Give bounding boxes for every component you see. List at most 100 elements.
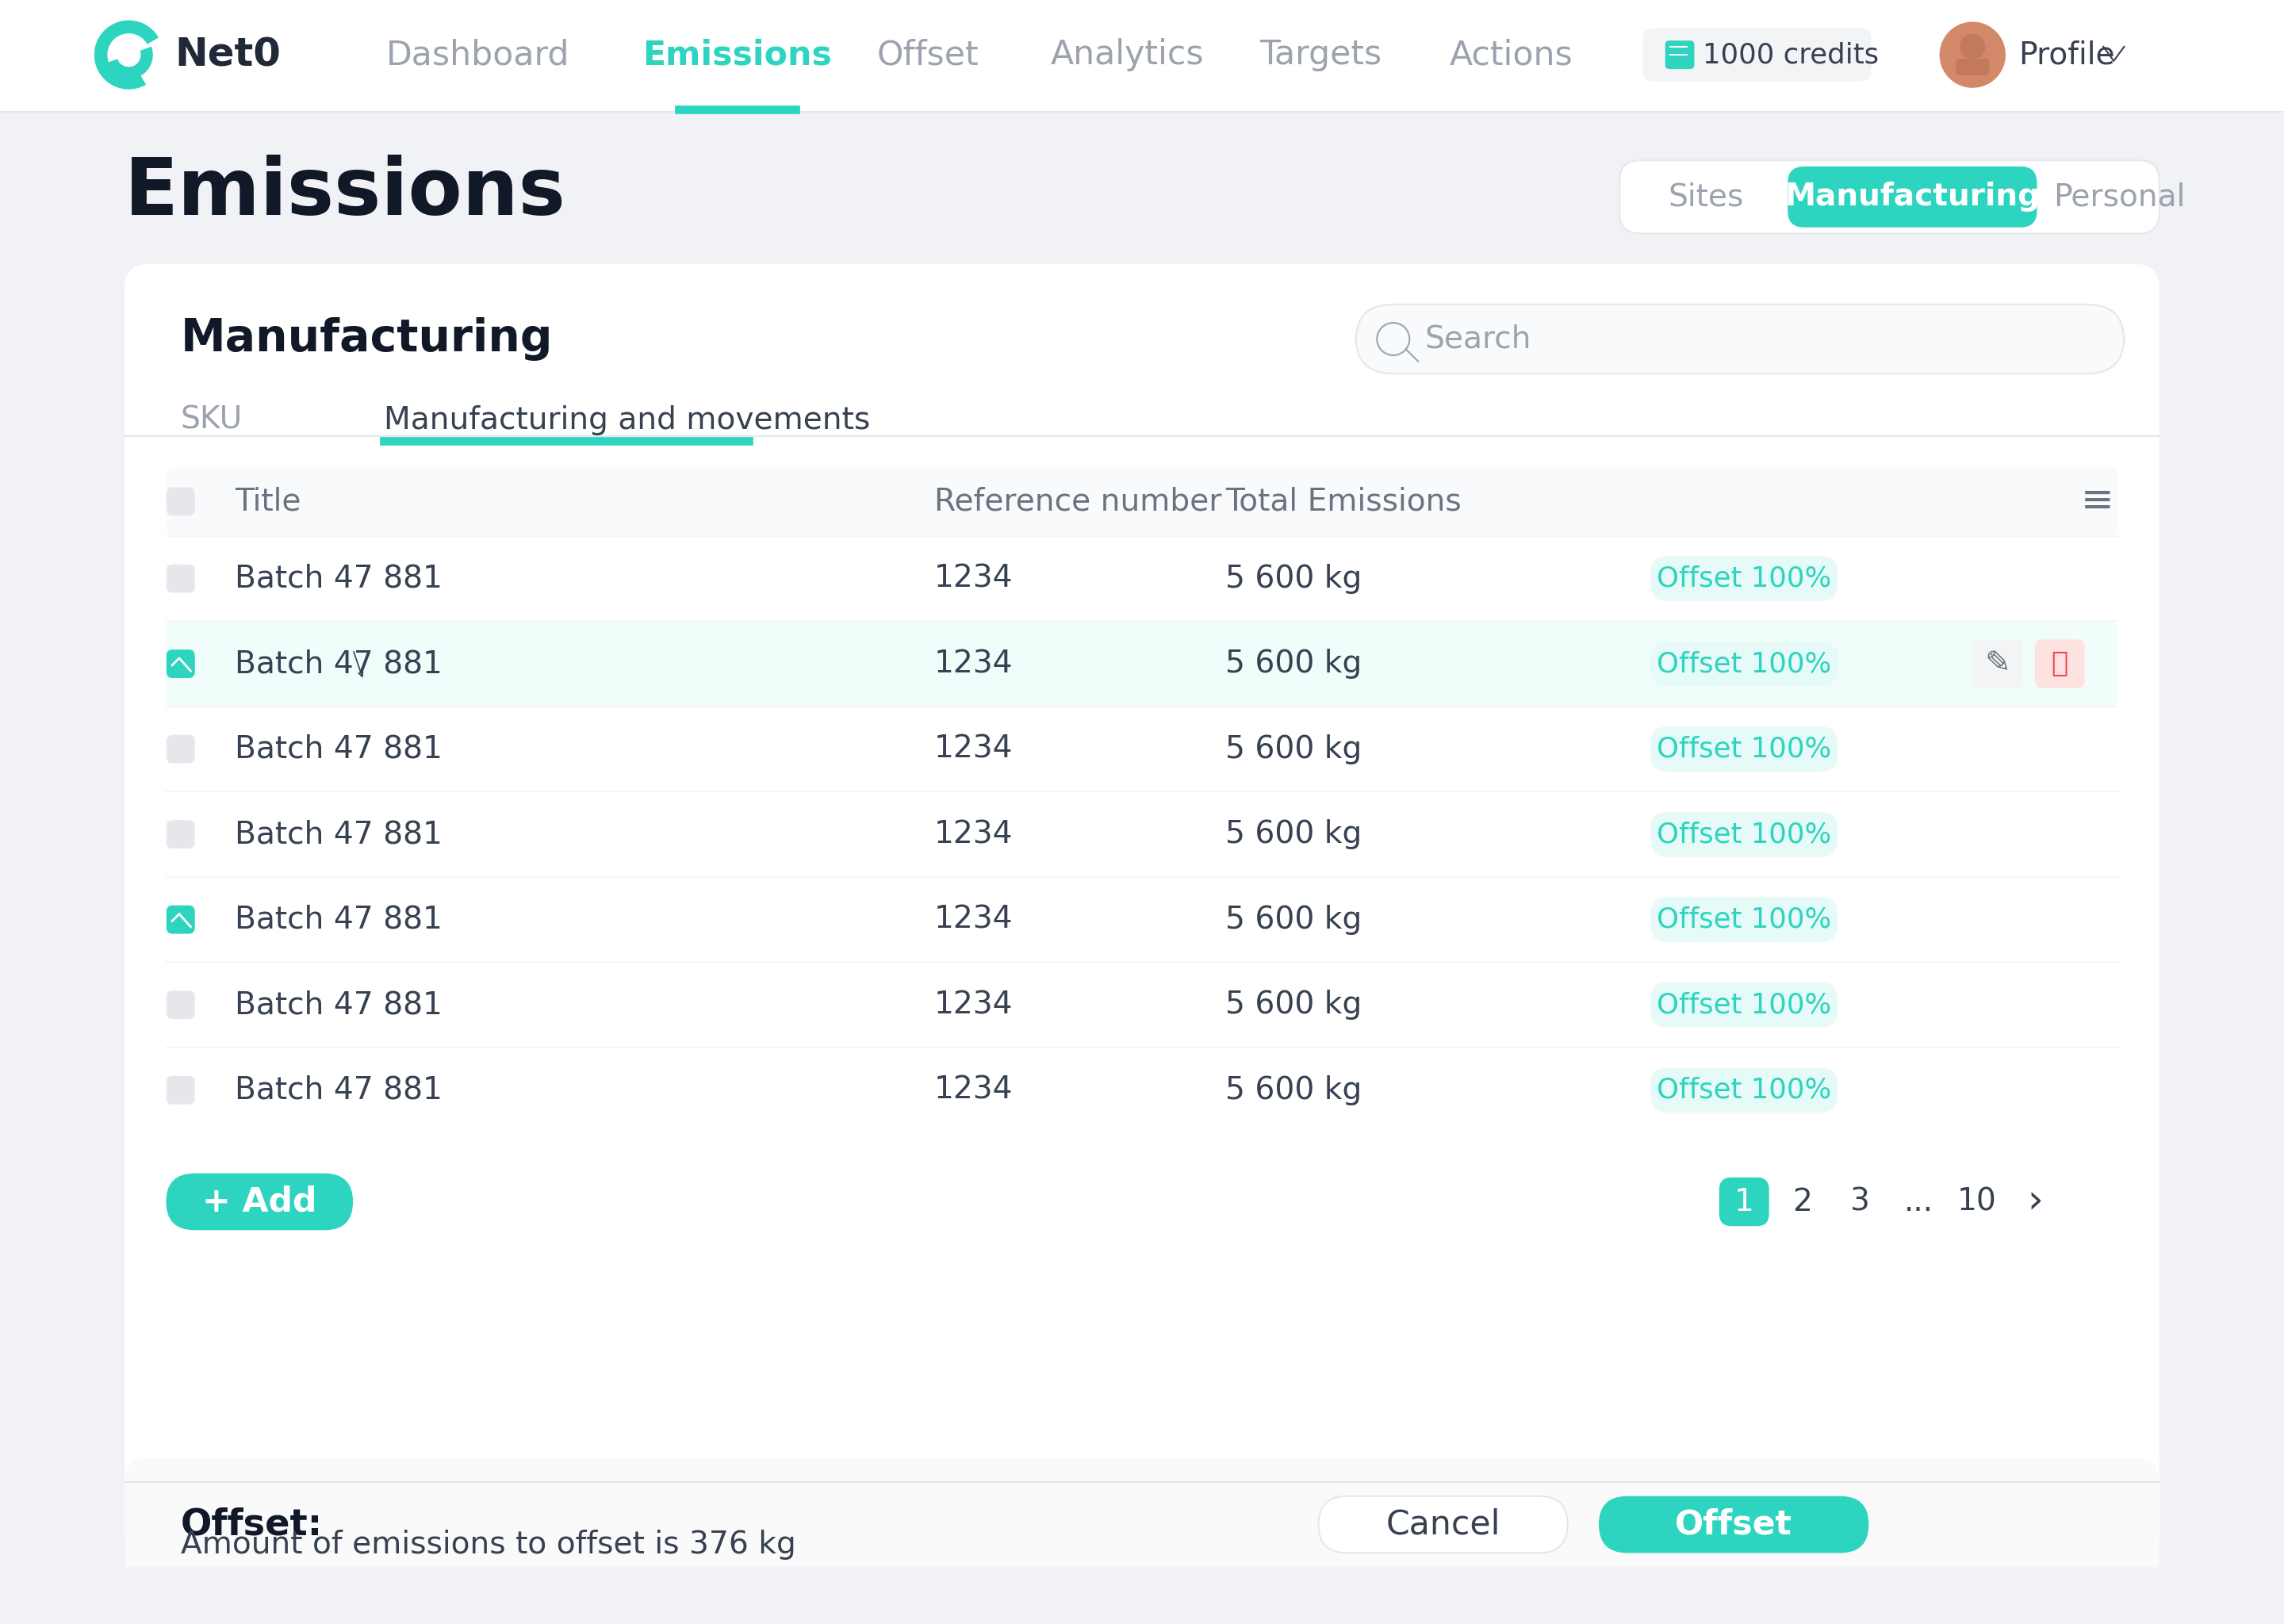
Text: Personal: Personal [2053,182,2186,213]
FancyBboxPatch shape [1651,983,1839,1028]
Text: 5 600 kg: 5 600 kg [1224,905,1361,935]
FancyBboxPatch shape [1973,640,2021,689]
Text: SKU: SKU [180,404,242,435]
FancyBboxPatch shape [1651,728,1839,771]
Text: Manufacturing and movements: Manufacturing and movements [384,404,870,435]
Text: 1234: 1234 [934,734,1014,765]
Circle shape [1939,23,2005,88]
Text: 1000 credits: 1000 credits [1702,41,1880,68]
FancyBboxPatch shape [1651,812,1839,857]
Text: 1: 1 [1734,1187,1754,1216]
FancyBboxPatch shape [167,820,194,848]
Text: 5 600 kg: 5 600 kg [1224,734,1361,765]
FancyBboxPatch shape [1357,305,2124,374]
FancyBboxPatch shape [1665,41,1695,68]
Text: 10: 10 [1957,1187,1996,1216]
Text: Emissions: Emissions [642,37,831,71]
Text: 1234: 1234 [934,989,1014,1020]
Text: 3: 3 [1850,1187,1871,1216]
FancyBboxPatch shape [1651,1069,1839,1112]
Text: ✎: ✎ [1985,648,2010,679]
FancyBboxPatch shape [0,0,2284,112]
Text: + Add: + Add [203,1186,317,1218]
Text: 1234: 1234 [934,564,1014,594]
Text: ›: › [2026,1182,2042,1221]
Text: Batch 47 881: Batch 47 881 [235,905,443,935]
FancyBboxPatch shape [167,1075,194,1104]
FancyBboxPatch shape [167,991,194,1020]
Text: Targets: Targets [1258,37,1382,71]
Text: 1234: 1234 [934,648,1014,679]
FancyBboxPatch shape [1651,896,1839,942]
Text: 1234: 1234 [934,905,1014,935]
FancyBboxPatch shape [1318,1496,1567,1553]
Text: Reference number: Reference number [934,486,1222,516]
Text: ≡: ≡ [2081,482,2113,520]
Text: Manufacturing: Manufacturing [180,317,553,361]
Text: 5 600 kg: 5 600 kg [1224,818,1361,849]
Text: 5 600 kg: 5 600 kg [1224,564,1361,594]
Text: Batch 47 881: Batch 47 881 [235,564,443,594]
Text: Amount of emissions to offset is 376 kg: Amount of emissions to offset is 376 kg [180,1530,795,1561]
FancyBboxPatch shape [1642,28,1871,81]
Text: Offset 100%: Offset 100% [1656,991,1832,1018]
Text: Profile: Profile [2019,39,2115,70]
Text: Dashboard: Dashboard [386,37,569,71]
Text: Batch 47 881: Batch 47 881 [235,734,443,765]
Text: Net0: Net0 [174,36,281,73]
FancyBboxPatch shape [167,468,2117,536]
Text: Offset 100%: Offset 100% [1656,906,1832,934]
Text: Analytics: Analytics [1051,37,1204,71]
Text: Sites: Sites [1667,182,1743,213]
FancyBboxPatch shape [167,734,194,763]
Text: 2: 2 [1793,1187,1811,1216]
FancyBboxPatch shape [1599,1496,1868,1553]
Text: 🗑: 🗑 [2051,650,2069,677]
FancyBboxPatch shape [1619,161,2158,234]
FancyBboxPatch shape [1651,641,1839,685]
Text: Emissions: Emissions [126,154,566,231]
Text: Offset 100%: Offset 100% [1656,736,1832,763]
Text: Batch 47 881: Batch 47 881 [235,1075,443,1106]
FancyBboxPatch shape [1720,1177,1770,1226]
FancyBboxPatch shape [167,1173,354,1231]
Text: Manufacturing: Manufacturing [1784,182,2040,213]
FancyBboxPatch shape [1788,166,2037,227]
Text: 5 600 kg: 5 600 kg [1224,1075,1361,1106]
Text: Total Emissions: Total Emissions [1224,486,1462,516]
Text: Batch 47 881: Batch 47 881 [235,989,443,1020]
Text: Batch 47 881: Batch 47 881 [235,818,443,849]
Wedge shape [94,21,158,89]
Text: 1234: 1234 [934,1075,1014,1106]
Text: Offset 100%: Offset 100% [1656,650,1832,677]
FancyBboxPatch shape [1651,555,1839,601]
Text: Offset 100%: Offset 100% [1656,565,1832,593]
FancyBboxPatch shape [0,112,2284,1624]
Text: Cancel: Cancel [1386,1507,1501,1541]
Text: Actions: Actions [1450,37,1574,71]
Text: Search: Search [1425,323,1530,354]
FancyBboxPatch shape [1955,58,1989,75]
Text: 1234: 1234 [934,818,1014,849]
Text: Offset:: Offset: [180,1507,322,1543]
FancyBboxPatch shape [126,1481,2158,1567]
FancyBboxPatch shape [126,1458,2158,1567]
FancyBboxPatch shape [167,487,194,516]
Text: Offset 100%: Offset 100% [1656,1077,1832,1104]
Text: ...: ... [1905,1187,1932,1216]
Text: 5 600 kg: 5 600 kg [1224,648,1361,679]
Text: Title: Title [235,486,301,516]
FancyBboxPatch shape [126,263,2158,1562]
FancyBboxPatch shape [167,620,2117,706]
Text: Offset: Offset [877,37,980,71]
Circle shape [1960,34,1985,58]
Text: Offset 100%: Offset 100% [1656,820,1832,848]
Wedge shape [105,47,153,80]
Text: Batch 47 881: Batch 47 881 [235,648,443,679]
Text: 5 600 kg: 5 600 kg [1224,989,1361,1020]
FancyBboxPatch shape [167,650,194,679]
FancyBboxPatch shape [167,905,194,934]
Text: Offset: Offset [1674,1507,1793,1541]
FancyBboxPatch shape [2035,640,2085,689]
FancyBboxPatch shape [167,565,194,593]
